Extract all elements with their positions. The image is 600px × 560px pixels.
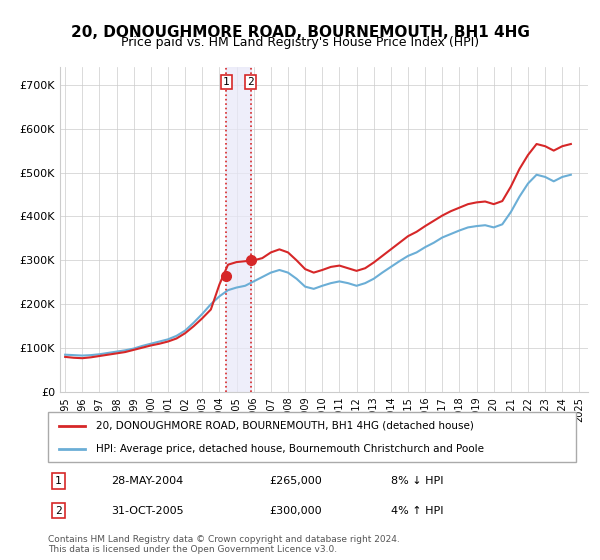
Text: £265,000: £265,000 [270, 476, 323, 486]
Text: 4% ↑ HPI: 4% ↑ HPI [391, 506, 444, 516]
Text: Contains HM Land Registry data © Crown copyright and database right 2024.
This d: Contains HM Land Registry data © Crown c… [48, 535, 400, 554]
Text: 2: 2 [55, 506, 62, 516]
FancyBboxPatch shape [48, 412, 576, 462]
Bar [226, 67, 251, 392]
Text: 20, DONOUGHMORE ROAD, BOURNEMOUTH, BH1 4HG (detached house): 20, DONOUGHMORE ROAD, BOURNEMOUTH, BH1 4… [95, 421, 473, 431]
Text: 1: 1 [223, 77, 230, 87]
Text: 2: 2 [247, 77, 254, 87]
Text: 1: 1 [55, 476, 62, 486]
Text: 31-OCT-2005: 31-OCT-2005 [112, 506, 184, 516]
Text: Price paid vs. HM Land Registry's House Price Index (HPI): Price paid vs. HM Land Registry's House … [121, 36, 479, 49]
Text: 20, DONOUGHMORE ROAD, BOURNEMOUTH, BH1 4HG: 20, DONOUGHMORE ROAD, BOURNEMOUTH, BH1 4… [71, 25, 529, 40]
Text: 8% ↓ HPI: 8% ↓ HPI [391, 476, 444, 486]
Text: 28-MAY-2004: 28-MAY-2004 [112, 476, 184, 486]
Text: HPI: Average price, detached house, Bournemouth Christchurch and Poole: HPI: Average price, detached house, Bour… [95, 445, 484, 454]
Text: £300,000: £300,000 [270, 506, 322, 516]
